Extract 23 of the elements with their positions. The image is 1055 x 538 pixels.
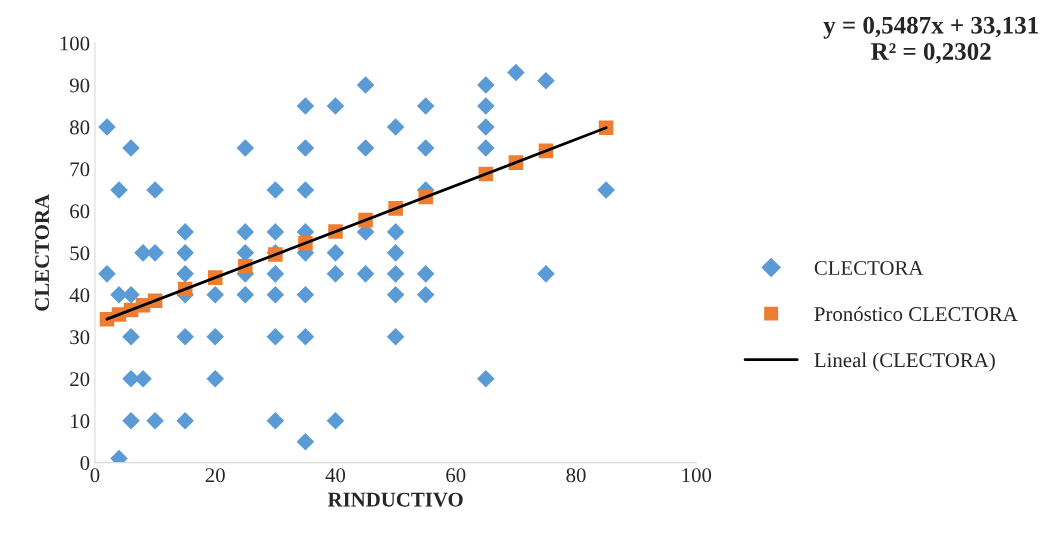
legend-label: Lineal (CLECTORA) (814, 352, 995, 372)
legend-label: CLECTORA (814, 260, 924, 275)
x-tick-label: 60 (446, 468, 466, 483)
y-tick-label: 80 (70, 120, 90, 135)
legend-label: Pronóstico CLECTORA (814, 306, 1018, 322)
y-tick-label: 100 (60, 36, 90, 51)
y-tick-label: 10 (71, 414, 90, 429)
y-axis-title: CLECTORA (35, 194, 50, 311)
text: y = 0,5487x + 33,131 R² = 0,2302 (823, 16, 1038, 64)
y-tick-label: 60 (70, 204, 90, 219)
y-tick-label: 40 (69, 288, 90, 303)
y-tick-label: 90 (69, 78, 90, 93)
y-tick-label: 20 (70, 372, 90, 387)
y-tick-label: 0 (80, 456, 90, 471)
x-tick-label: 20 (205, 468, 225, 483)
y-tick-label: 70 (70, 162, 90, 177)
x-axis-title: RINDUCTIVO (327, 492, 463, 507)
y-tick-label: 50 (70, 246, 90, 261)
x-tick-label: 0 (90, 468, 100, 483)
x-tick-label: 40 (325, 468, 346, 483)
x-tick-label: 80 (566, 468, 586, 483)
y-tick-label: 30 (70, 330, 90, 345)
x-tick-label: 100 (682, 468, 712, 483)
